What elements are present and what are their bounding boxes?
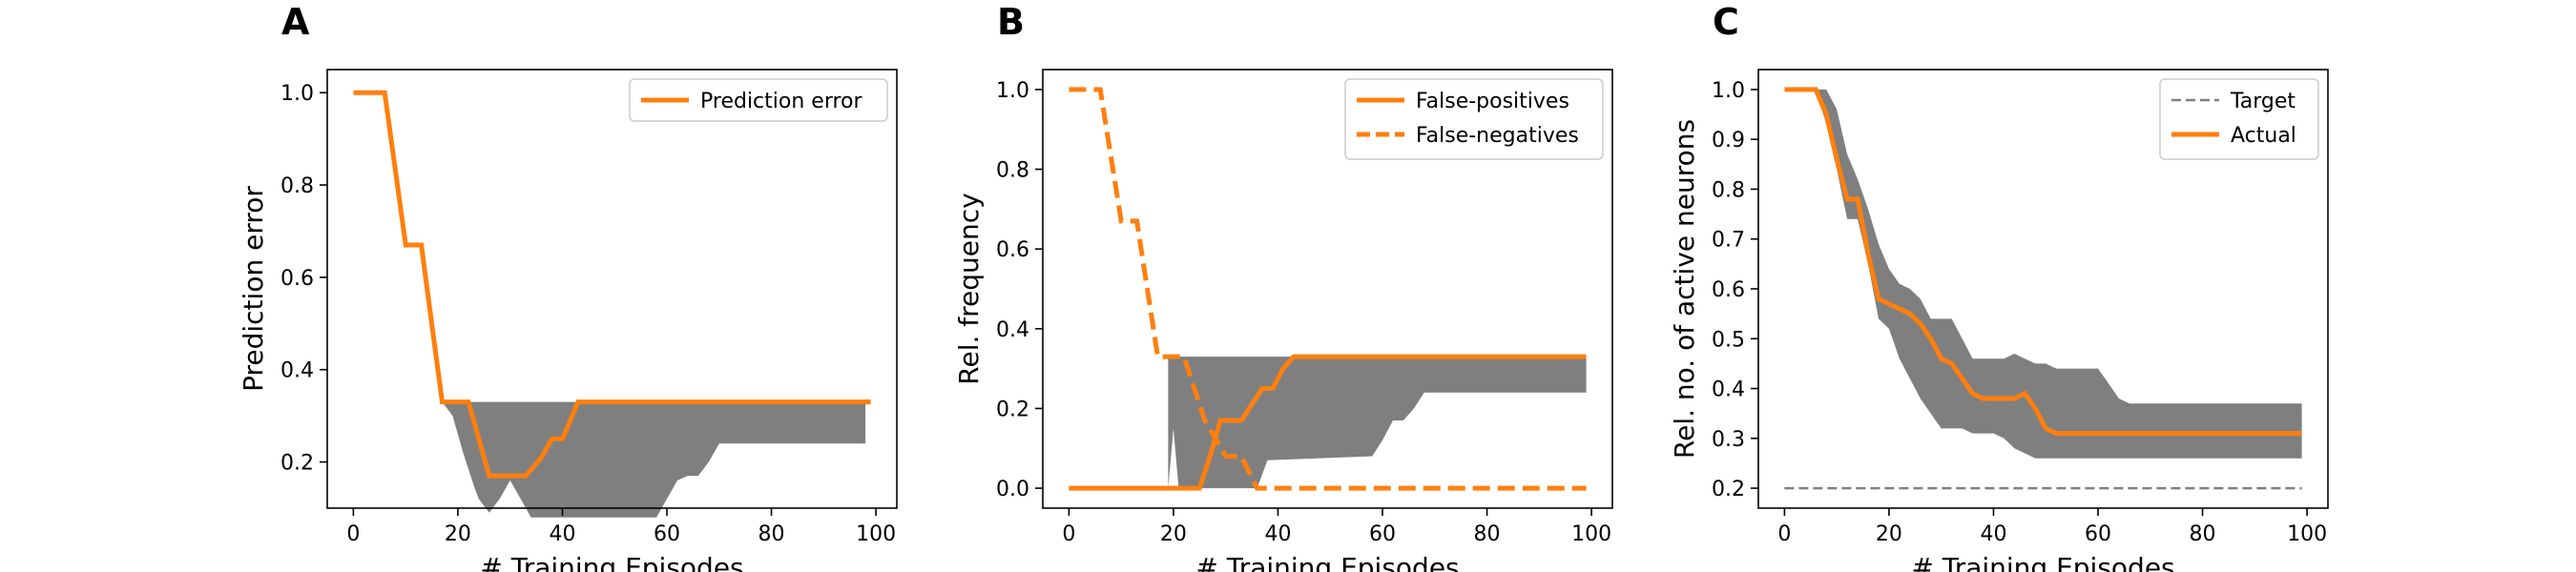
panel-a-legend-box [629,78,888,122]
panel-a: A 0 20 40 60 80 100 0.2 0.4 0.6 0.8 1.0 # Training E… [238,1,898,572]
panel-b-xtick-label-3: 60 [1369,522,1396,546]
panel-a-ytick-label-3: 0.8 [280,174,314,198]
panel-a-xlabel: # Training Episodes [480,552,743,572]
panel-b-xtick-label-0: 0 [1062,522,1075,546]
panel-b: B 0 20 40 60 80 100 0.0 0.2 0.4 0.6 0.8 1.0 # Trainin… [953,1,1613,572]
panel-c-legend: Target Actual [2159,78,2319,160]
panel-c-xtick-label-1: 20 [1876,522,1902,546]
panel-c-xlabel: # Training Episodes [1911,552,2174,572]
panel-c-ytick-label-6: 0.8 [1712,178,1745,202]
panel-a-ytick-label-1: 0.4 [280,359,314,383]
panel-a-series-0 [353,90,871,479]
panel-b-ytick-label-4: 0.8 [996,159,1029,183]
panel-c-xtick-label-2: 40 [1980,522,2006,546]
panel-c-series-0 [1784,87,2302,437]
panel-c: C 0 20 40 60 80 100 0.2 0.3 0.4 0.5 0.6 0.7 0.8 0.9 1.0… [1669,1,2329,572]
panel-b-legend-label-1: False-negatives [1416,124,1579,148]
panel-a-ylabel: Prediction error [238,186,269,392]
panel-b-xtick-label-2: 40 [1264,522,1291,546]
panel-b-ytick-label-2: 0.4 [996,318,1029,342]
panel-c-legend-label-0: Target [2230,90,2296,113]
panel-b-ytick-label-3: 0.6 [996,238,1029,262]
panel-c-ytick-label-2: 0.4 [1712,378,1745,402]
panel-a-ytick-label-4: 1.0 [280,82,314,106]
panel-c-xtick-label-5: 100 [2287,522,2327,546]
panel-a-xtick-label-2: 40 [549,522,575,546]
panel-a-xtick-label-1: 20 [445,522,471,546]
panel-c-ytick-label-8: 1.0 [1712,79,1745,103]
panel-c-ytick-label-1: 0.3 [1712,428,1745,452]
panel-b-ytick-label-0: 0.0 [996,478,1029,501]
panel-b-legend: False-positives False-negatives [1344,78,1604,160]
panel-a-xtick-label-4: 80 [758,522,785,546]
panel-b-xtick-label-5: 100 [1571,522,1611,546]
panel-c-ytick-label-7: 0.9 [1712,129,1745,153]
panel-c-ylabel: Rel. no. of active neurons [1669,119,1700,459]
panel-b-xtick-label-4: 80 [1474,522,1501,546]
panel-a-ytick-label-2: 0.6 [280,267,314,291]
panel-c-ytick-label-5: 0.7 [1712,229,1745,253]
panel-b-legend-box [1344,78,1604,160]
panel-c-xtick-label-3: 60 [2085,522,2111,546]
panel-a-band-0 [442,401,866,518]
panel-b-series-1 [1069,87,1587,491]
panel-c-xtick-label-0: 0 [1777,522,1791,546]
panel-c-letter: C [1713,1,1739,43]
panel-a-legend: Prediction error [629,78,888,122]
panel-c-legend-label-1: Actual [2231,124,2296,148]
panel-b-xlabel: # Training Episodes [1195,552,1459,572]
panel-b-ytick-label-1: 0.2 [996,398,1029,421]
panel-b-ytick-label-5: 1.0 [996,79,1029,103]
panel-c-ytick-label-0: 0.2 [1712,478,1745,501]
panel-b-letter: B [997,1,1025,43]
panel-b-legend-label-0: False-positives [1416,90,1569,113]
panel-c-band-0 [1784,89,2302,459]
panel-b-series-0 [1069,354,1587,491]
panel-a-xtick-label-0: 0 [346,522,360,546]
panel-b-xtick-label-1: 20 [1160,522,1187,546]
panel-a-ytick-label-0: 0.2 [280,452,314,476]
panel-c-ytick-label-3: 0.5 [1712,328,1745,352]
panel-a-axes-frame [326,69,898,509]
panel-b-axes-frame [1042,69,1613,509]
panel-c-legend-box [2159,78,2319,160]
panel-a-legend-label-0: Prediction error [700,90,862,113]
panel-a-letter: A [281,1,310,43]
panel-a-xtick-label-5: 100 [856,522,896,546]
panel-a-xtick-label-3: 60 [654,522,680,546]
panel-c-ytick-label-4: 0.6 [1712,278,1745,302]
panel-c-xtick-label-4: 80 [2190,522,2216,546]
panel-b-ylabel: Rel. frequency [953,193,985,384]
